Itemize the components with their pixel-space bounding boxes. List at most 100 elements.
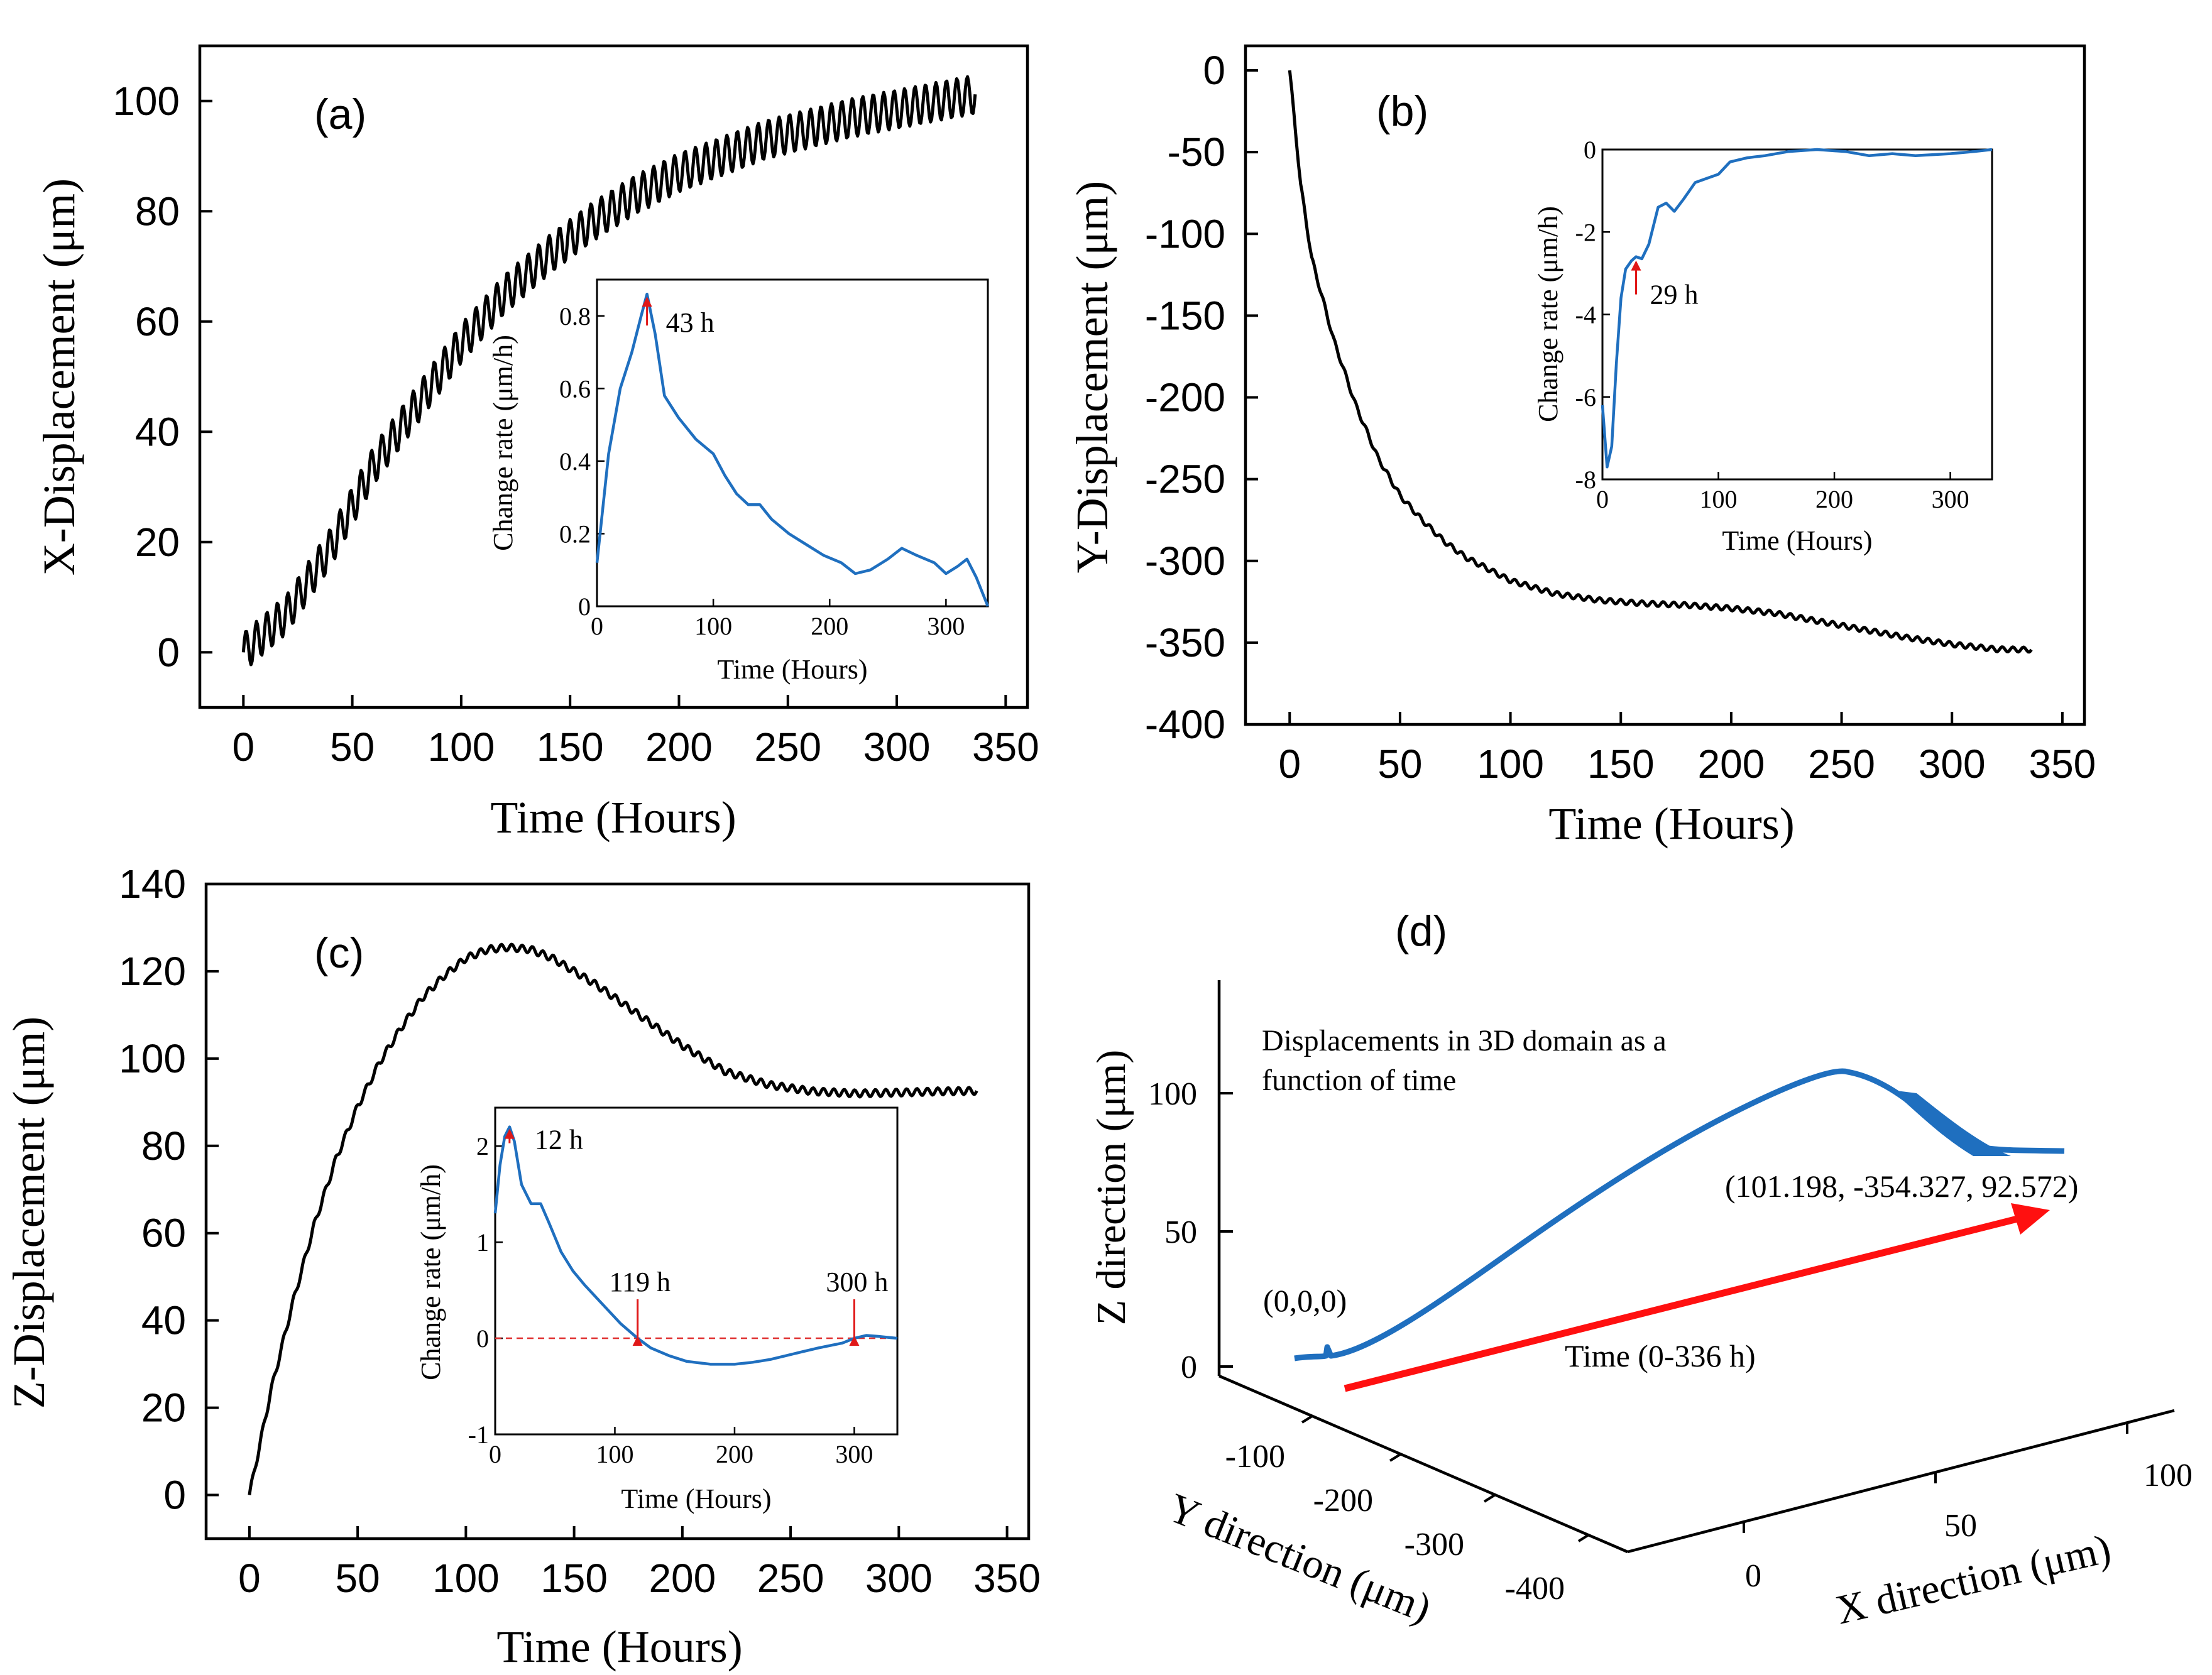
panel-c-inset-xlabel: Time (Hours)	[621, 1483, 771, 1514]
panel-a-inset-annotation-arrowhead-0	[642, 297, 652, 307]
panel-d-time-arrow	[1344, 1212, 2031, 1392]
panel-a-frame	[198, 44, 1029, 709]
panel-a-ytick-label-60: 60	[135, 299, 180, 344]
panel-b-inset-ytick-label--2: -2	[1575, 218, 1596, 246]
panel-a-inset-frame	[596, 278, 989, 608]
panel-b-inset-line	[1601, 148, 1993, 469]
panel-d-title-line-1: Displacements in 3D domain as a	[1262, 1024, 1667, 1057]
panel-c-xtick-label-250: 250	[757, 1556, 824, 1601]
panel-a-inset-xtick-label-100: 100	[694, 612, 732, 640]
panel-b-xtick-label-0: 0	[1278, 741, 1301, 787]
panel-c-inset-frame	[494, 1106, 899, 1436]
panel-d-x-ticks: 0 50 100	[1743, 1422, 2193, 1594]
panel-a-inset-ytick-label-0.2: 0.2	[559, 520, 591, 548]
panel-c-inset-annotation-arrowhead-2	[849, 1336, 860, 1346]
panel-c-inset-xtick-label-0: 0	[489, 1440, 501, 1468]
panel-c-xtick-label-300: 300	[865, 1556, 933, 1601]
panel-a-inset-xlabel: Time (Hours)	[717, 654, 867, 685]
panel-d-trajectory-band	[1892, 1090, 2011, 1156]
panel-b-ytick-label--150: -150	[1145, 293, 1225, 338]
panel-a: (a) 0 50 100 150 200 250 300 350 0 20 40 60 80 100 Ti…	[34, 44, 1039, 843]
panel-b: (b) 0 50 100 150 200 250 300 3500-50-100-150-20…	[1067, 44, 2096, 849]
panel-c-series-line	[248, 942, 978, 1495]
panel-b-inset: 0 100 200 300 -8 -6 -4 -2 0 29 h Time (Hours) Ch…	[1533, 136, 1993, 556]
panel-d-y-tick-label-400: -400	[1505, 1571, 1565, 1607]
panel-a-inset-ylabel: Change rate (μm/h)	[488, 335, 518, 551]
panel-c-xtick-label-350: 350	[973, 1556, 1041, 1601]
panel-b-frame	[1244, 44, 2086, 726]
panel-c-ytick-label-20: 20	[141, 1385, 186, 1431]
panel-d-time-arrowhead	[2011, 1203, 2050, 1235]
panel-c-xtick-label-100: 100	[432, 1556, 500, 1601]
panel-c-xtick-label-0: 0	[238, 1556, 261, 1601]
panel-d-y-tick-100	[1301, 1415, 1313, 1424]
panel-c-label: (c)	[314, 929, 364, 977]
panel-b-xtick-label-50: 50	[1377, 741, 1422, 787]
panel-d-x-tick-label-50: 50	[1944, 1508, 1977, 1544]
panel-d-z-ticks: 0 50 100	[1148, 1076, 1233, 1385]
panel-c-ytick-label-60: 60	[141, 1211, 186, 1256]
panel-c-inset-ytick-label-2: 2	[476, 1132, 489, 1160]
panel-d-title: Displacements in 3D domain as a function…	[1262, 1024, 1674, 1097]
panel-d-z-tick-label-50: 50	[1164, 1214, 1197, 1250]
panel-a-xtick-label-200: 200	[645, 724, 713, 770]
panel-b-inset-ylabel: Change rate (μm/h)	[1533, 206, 1563, 422]
panel-b-xlabel: Time (Hours)	[1548, 799, 1794, 849]
panel-c-ylabel: Z-Displacement (μm)	[4, 1017, 54, 1409]
panel-c-ytick-label-40: 40	[141, 1298, 186, 1343]
panel-c-inset-xtick-label-300: 300	[835, 1440, 873, 1468]
panel-a-xtick-label-0: 0	[233, 724, 255, 770]
panel-c-ytick-label-120: 120	[119, 949, 186, 994]
panel-a-ytick-label-80: 80	[135, 188, 180, 234]
panel-b-xtick-label-200: 200	[1698, 741, 1765, 787]
panel-d-y-tick-200	[1389, 1453, 1401, 1462]
panel-c-ytick-label-80: 80	[141, 1123, 186, 1169]
panel-b-series-line	[1288, 70, 2033, 654]
panel-b-ytick-label--300: -300	[1145, 538, 1225, 584]
panel-b-inset-frame	[1601, 148, 1993, 481]
panel-a-xtick-label-100: 100	[428, 724, 495, 770]
panel-a-inset-xtick-label-0: 0	[591, 612, 603, 640]
panel-c-inset-annotation-arrowhead-1	[632, 1336, 643, 1346]
panel-c-inset-ytick-label-1: 1	[476, 1228, 489, 1257]
panel-b-inset-xtick-label-300: 300	[1932, 485, 1969, 513]
panel-a-xtick-label-50: 50	[330, 724, 375, 770]
panel-d-label: (d)	[1395, 907, 1447, 955]
panel-d: (d) 0 50 100 Z direction (μm) -100 -200 …	[1088, 907, 2193, 1634]
panel-b-ytick-label--200: -200	[1145, 375, 1225, 420]
panel-b-xtick-label-250: 250	[1808, 741, 1875, 787]
panel-b-ytick-label--50: -50	[1168, 129, 1226, 175]
panel-d-start-label: (0,0,0)	[1263, 1283, 1347, 1318]
panel-c-inset-ytick-label-0: 0	[476, 1324, 489, 1353]
panel-a-inset: 0 100 200 300 0 0.2 0.4 0.6 0.8 43 h Time (Hours…	[488, 278, 990, 685]
panel-d-zlabel: Z direction (μm)	[1088, 1050, 1134, 1326]
panel-c-inset-ytick-label--1: -1	[468, 1421, 489, 1449]
panel-a-xtick-label-250: 250	[754, 724, 821, 770]
panel-d-end-label: (101.198, -354.327, 92.572)	[1725, 1169, 2078, 1204]
panel-a-inset-ytick-label-0.4: 0.4	[559, 447, 591, 476]
panel-b-inset-xtick-label-100: 100	[1700, 485, 1738, 513]
panel-d-y-tick-label-100: -100	[1225, 1439, 1285, 1475]
panel-a-inset-ytick-label-0.6: 0.6	[559, 374, 591, 403]
panel-c-inset-xtick-label-100: 100	[596, 1440, 633, 1468]
panel-b-inset-ytick-label-0: 0	[1584, 136, 1596, 164]
panel-a-ytick-label-0: 0	[157, 630, 180, 675]
panel-b-inset-xlabel: Time (Hours)	[1722, 525, 1872, 556]
panel-c-inset-annotation-2: 300 h	[826, 1267, 888, 1297]
panel-b-inset-annotation-0: 29 h	[1650, 280, 1699, 310]
panel-a-label: (a)	[314, 90, 366, 138]
panel-d-y-axis	[1218, 1374, 1628, 1554]
panel-b-xtick-label-300: 300	[1919, 741, 1986, 787]
panel-a-inset-xtick-label-200: 200	[811, 612, 848, 640]
panel-b-inset-ytick-label--8: -8	[1575, 466, 1596, 494]
panel-a-inset-line	[595, 292, 990, 607]
panel-a-xtick-label-350: 350	[972, 724, 1039, 770]
panel-a-xtick-label-300: 300	[863, 724, 931, 770]
panel-b-ytick-label-0: 0	[1203, 48, 1225, 93]
panel-b-xtick-label-150: 150	[1587, 741, 1655, 787]
panel-a-ytick-label-40: 40	[135, 409, 180, 454]
panel-c-frame	[204, 882, 1031, 1541]
panel-b-inset-ytick-label--4: -4	[1575, 301, 1596, 329]
